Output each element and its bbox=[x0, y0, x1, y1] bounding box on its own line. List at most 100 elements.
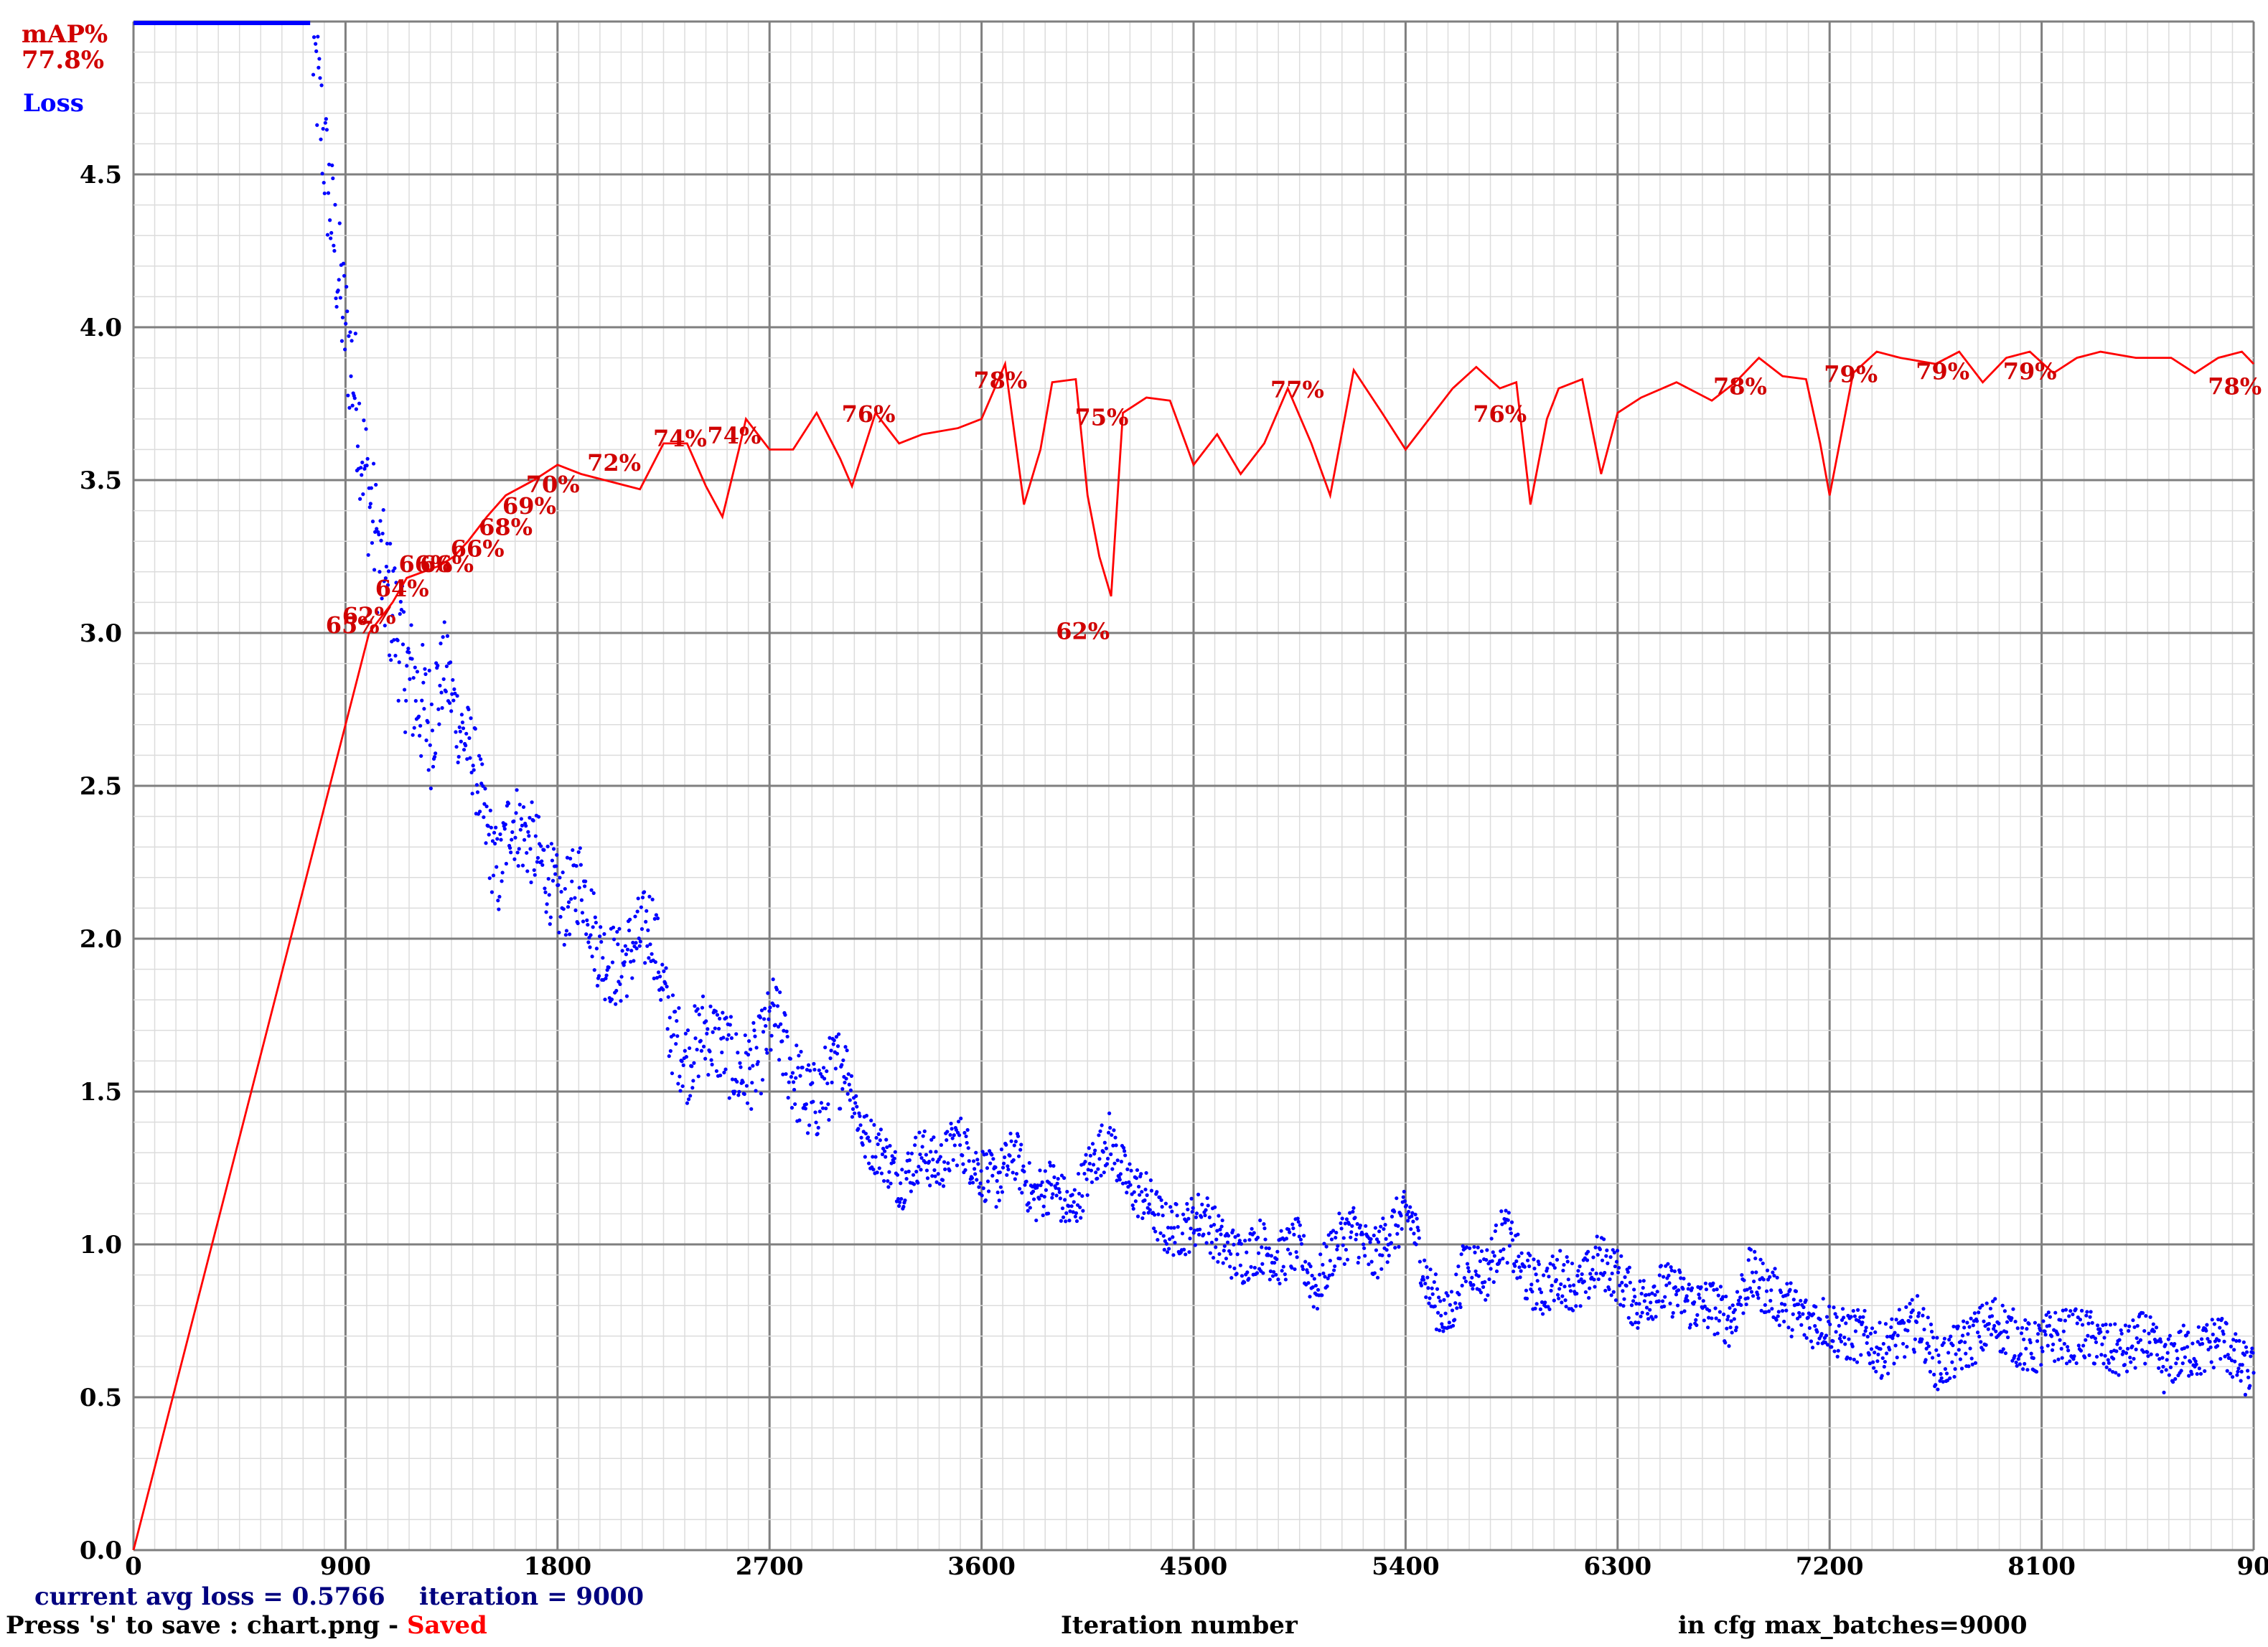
loss-point bbox=[1384, 1248, 1389, 1252]
loss-point bbox=[517, 847, 521, 851]
loss-point bbox=[1950, 1360, 1954, 1364]
loss-point bbox=[1037, 1196, 1041, 1201]
loss-point bbox=[2197, 1366, 2201, 1371]
loss-point bbox=[932, 1168, 937, 1173]
loss-point bbox=[1815, 1330, 1819, 1334]
loss-point bbox=[1570, 1261, 1575, 1266]
loss-point bbox=[1560, 1300, 1564, 1305]
loss-point bbox=[2229, 1344, 2234, 1348]
loss-point bbox=[652, 976, 656, 980]
loss-point bbox=[1001, 1161, 1006, 1165]
loss-point bbox=[1354, 1232, 1359, 1237]
loss-point bbox=[924, 1168, 929, 1173]
loss-point bbox=[1111, 1143, 1115, 1148]
loss-point bbox=[1688, 1323, 1693, 1327]
loss-point bbox=[674, 1041, 678, 1046]
loss-point bbox=[2023, 1318, 2028, 1323]
loss-point bbox=[751, 1020, 756, 1025]
loss-point bbox=[1547, 1275, 1551, 1279]
loss-point bbox=[977, 1185, 981, 1189]
loss-point bbox=[609, 998, 614, 1002]
loss-point bbox=[442, 620, 446, 624]
loss-point bbox=[1907, 1319, 1911, 1323]
loss-point bbox=[1757, 1285, 1761, 1290]
loss-point bbox=[584, 879, 588, 883]
loss-point bbox=[1863, 1329, 1868, 1333]
loss-point bbox=[2122, 1363, 2127, 1367]
loss-point bbox=[426, 720, 430, 725]
loss-point bbox=[1264, 1246, 1268, 1250]
loss-point bbox=[1978, 1305, 1982, 1310]
loss-point bbox=[520, 863, 525, 868]
loss-point bbox=[1149, 1188, 1154, 1193]
loss-point bbox=[1874, 1369, 1878, 1374]
loss-point bbox=[2179, 1369, 2183, 1373]
loss-point bbox=[2090, 1320, 2094, 1325]
loss-point bbox=[551, 847, 556, 851]
loss-point bbox=[1077, 1191, 1082, 1196]
loss-point bbox=[896, 1196, 901, 1201]
loss-point bbox=[577, 886, 581, 890]
loss-point bbox=[559, 890, 563, 894]
loss-point bbox=[1801, 1305, 1806, 1310]
loss-point bbox=[1043, 1169, 1047, 1173]
loss-point bbox=[1161, 1234, 1166, 1238]
loss-point bbox=[1506, 1218, 1510, 1222]
loss-point bbox=[1089, 1168, 1094, 1173]
loss-point bbox=[1896, 1333, 1900, 1338]
map-title: mAP% bbox=[22, 20, 108, 49]
loss-point bbox=[1031, 1189, 1036, 1193]
loss-point bbox=[548, 915, 553, 919]
loss-point bbox=[1828, 1322, 1832, 1327]
loss-point bbox=[769, 1033, 774, 1038]
loss-point bbox=[1650, 1291, 1654, 1295]
loss-point bbox=[1827, 1304, 1832, 1309]
loss-point bbox=[819, 1101, 824, 1105]
loss-point bbox=[350, 403, 355, 408]
loss-point bbox=[1728, 1305, 1732, 1310]
loss-point bbox=[1737, 1298, 1741, 1303]
loss-point bbox=[1776, 1310, 1781, 1314]
loss-point bbox=[1268, 1269, 1273, 1274]
loss-point bbox=[2005, 1320, 2010, 1324]
loss-point bbox=[1789, 1281, 1793, 1285]
loss-point bbox=[1118, 1172, 1123, 1176]
loss-point bbox=[322, 180, 326, 185]
loss-point bbox=[1358, 1224, 1362, 1228]
loss-point bbox=[465, 757, 469, 761]
x-tick-label: 8100 bbox=[2007, 1552, 2076, 1581]
loss-point bbox=[1395, 1231, 1400, 1236]
loss-point bbox=[1376, 1240, 1381, 1244]
loss-point bbox=[843, 1080, 847, 1085]
loss-point bbox=[2132, 1356, 2136, 1361]
loss-point bbox=[1649, 1300, 1653, 1305]
loss-point bbox=[1242, 1280, 1247, 1285]
x-axis-title: Iteration number bbox=[1061, 1611, 1298, 1640]
loss-point bbox=[378, 570, 382, 574]
loss-point bbox=[632, 959, 636, 963]
loss-point bbox=[1117, 1178, 1122, 1182]
loss-point bbox=[1609, 1293, 1613, 1298]
loss-point bbox=[1360, 1232, 1365, 1237]
loss-point bbox=[1169, 1226, 1173, 1230]
loss-point bbox=[1201, 1232, 1206, 1237]
loss-point bbox=[743, 1033, 747, 1038]
loss-point bbox=[1056, 1176, 1060, 1181]
loss-point bbox=[1027, 1160, 1031, 1165]
loss-point bbox=[2157, 1366, 2161, 1370]
loss-point bbox=[970, 1181, 975, 1185]
loss-point bbox=[2112, 1356, 2116, 1361]
loss-point bbox=[1718, 1285, 1723, 1289]
loss-point bbox=[1527, 1264, 1532, 1269]
loss-point bbox=[1220, 1218, 1224, 1223]
loss-point bbox=[1323, 1275, 1327, 1279]
loss-point bbox=[2193, 1359, 2198, 1364]
loss-point bbox=[1528, 1253, 1532, 1257]
loss-point bbox=[650, 897, 655, 901]
loss-point bbox=[1102, 1170, 1106, 1175]
loss-point bbox=[1623, 1275, 1627, 1280]
loss-point bbox=[413, 665, 417, 670]
loss-point bbox=[1125, 1191, 1129, 1195]
loss-point bbox=[377, 532, 381, 537]
loss-point bbox=[583, 884, 587, 888]
